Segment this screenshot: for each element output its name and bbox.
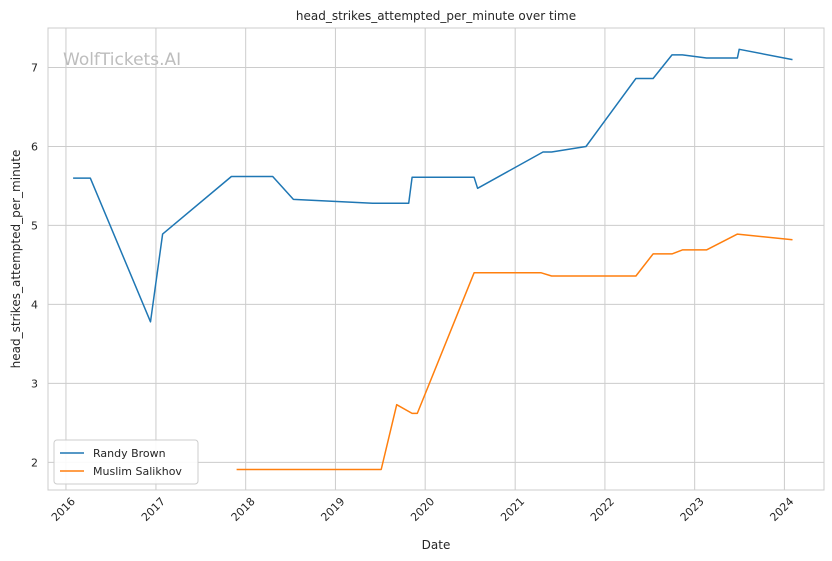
y-tick-label: 5 [31,219,38,232]
y-tick-label: 4 [31,298,38,311]
legend-label-randy-brown: Randy Brown [93,447,166,460]
y-axis-ticks: 2 3 4 5 6 7 [31,61,38,469]
series-line-randy-brown [73,48,793,323]
x-axis-title: Date [422,538,451,552]
chart-title: head_strikes_attempted_per_minute over t… [296,9,576,23]
series-line-muslim-salikhov [236,233,793,471]
legend-box [53,439,199,485]
y-tick-label: 3 [31,377,38,390]
watermark: WolfTickets.AI [63,50,181,70]
legend: Randy Brown Muslim Salikhov [53,439,199,485]
y-tick-label: 7 [31,61,38,74]
legend-label-muslim-salikhov: Muslim Salikhov [93,465,182,478]
plot-frame [47,27,825,491]
grid-lines [48,28,824,490]
y-axis-title: head_strikes_attempted_per_minute [9,150,23,369]
y-tick-label: 6 [31,140,38,153]
y-tick-label: 2 [31,456,38,469]
series-layer [73,48,793,471]
